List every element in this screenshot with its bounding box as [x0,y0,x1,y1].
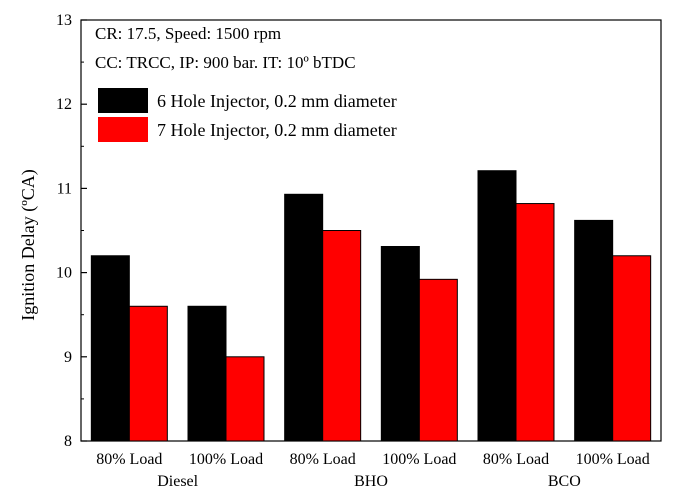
bar-series-1 [90,255,130,442]
x-group-label: Diesel [157,473,198,490]
plot-frame [80,19,662,442]
x-group-label: BHO [354,473,388,490]
legend-swatch-series-2 [98,117,148,142]
bars-layer [90,170,652,442]
x-tick-label: 80% Load [483,451,549,468]
y-tick-label: 11 [57,180,72,197]
y-axis: 8 9 10 11 12 13 [56,12,87,450]
y-axis-label: Ignition Delay (ºCA) [18,169,39,321]
x-tick-label: 100% Load [576,451,650,468]
x-tick-label: 80% Load [290,451,356,468]
legend: 6 Hole Injector, 0.2 mm diameter 7 Hole … [98,88,397,142]
bar-series-2 [418,278,458,442]
x-group-label: BCO [548,473,581,490]
y-tick-label: 9 [64,349,72,366]
x-tick-label: 80% Load [96,451,162,468]
bar-series-2 [515,203,555,442]
bar-series-2 [612,255,652,442]
bar-series-2 [322,230,362,442]
y-tick-label: 13 [56,12,72,29]
bar-series-1 [284,193,324,442]
legend-swatch-series-1 [98,88,148,113]
bar-series-1 [380,245,420,442]
legend-label-series-1: 6 Hole Injector, 0.2 mm diameter [157,91,397,111]
y-tick-label: 8 [64,433,72,450]
bar-series-2 [128,305,168,442]
annotation-line-1: CR: 17.5, Speed: 1500 rpm [95,24,281,43]
y-tick-label: 12 [56,96,72,113]
bar-series-1 [187,305,227,442]
legend-label-series-2: 7 Hole Injector, 0.2 mm diameter [157,120,397,140]
x-tick-label: 100% Load [382,451,456,468]
x-axis: 80% Load 100% Load 80% Load 100% Load 80% Lo… [96,451,650,490]
y-tick-label: 10 [56,265,72,282]
annotation-line-2: CC: TRCC, IP: 900 bar. IT: 10º bTDC [95,53,356,72]
bar-series-1 [574,219,614,442]
x-tick-label: 100% Load [189,451,263,468]
bar-series-1 [477,170,517,442]
bar-series-2 [225,356,265,442]
